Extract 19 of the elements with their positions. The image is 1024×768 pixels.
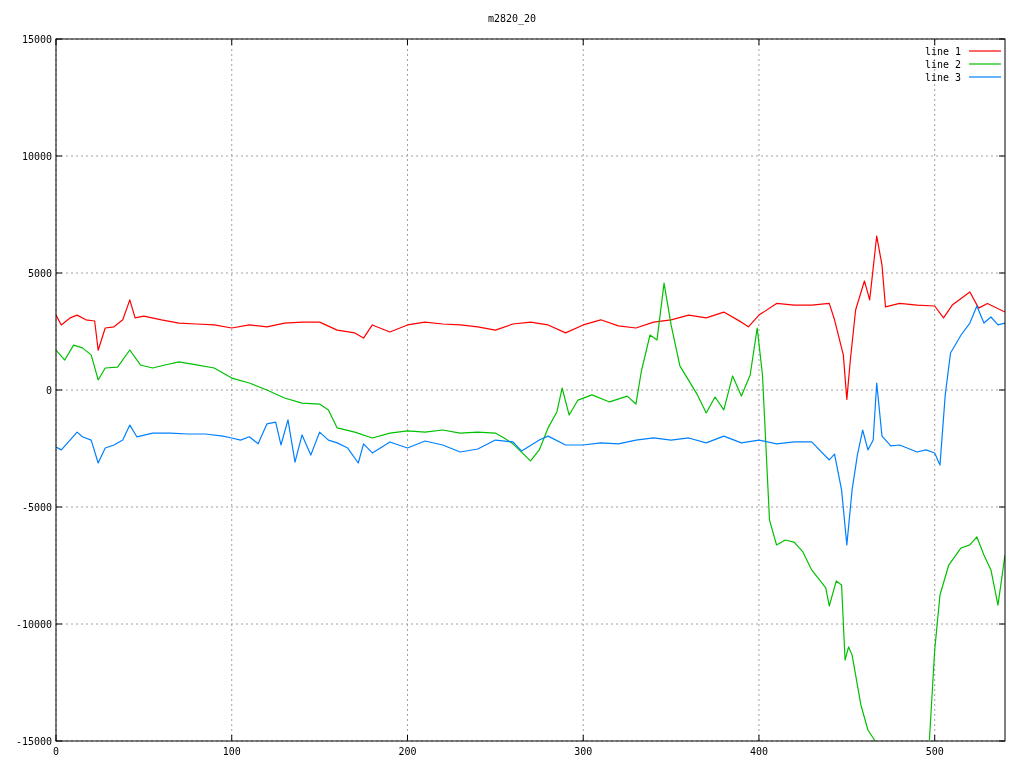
y-tick-label: 0 xyxy=(45,385,52,396)
y-tick-label: -5000 xyxy=(21,502,52,513)
legend-label: line 2 xyxy=(924,59,961,70)
y-tick-label: -15000 xyxy=(15,736,52,747)
x-tick-label: 400 xyxy=(749,746,768,757)
y-tick-label: 10000 xyxy=(21,151,52,162)
line-series xyxy=(56,305,1005,546)
x-tick-label: 300 xyxy=(574,746,593,757)
y-tick-label: 15000 xyxy=(21,34,52,45)
y-tick-label: 5000 xyxy=(27,268,52,279)
x-tick-label: 200 xyxy=(398,746,417,757)
legend-label: line 3 xyxy=(924,72,961,83)
x-tick-label: 500 xyxy=(925,746,944,757)
legend-label: line 1 xyxy=(924,46,961,57)
y-tick-label: -10000 xyxy=(15,619,52,630)
x-tick-label: 100 xyxy=(222,746,241,757)
x-tick-label: 0 xyxy=(52,746,60,757)
line-series xyxy=(56,235,1005,400)
chart-title: m2820_20 xyxy=(487,13,537,25)
